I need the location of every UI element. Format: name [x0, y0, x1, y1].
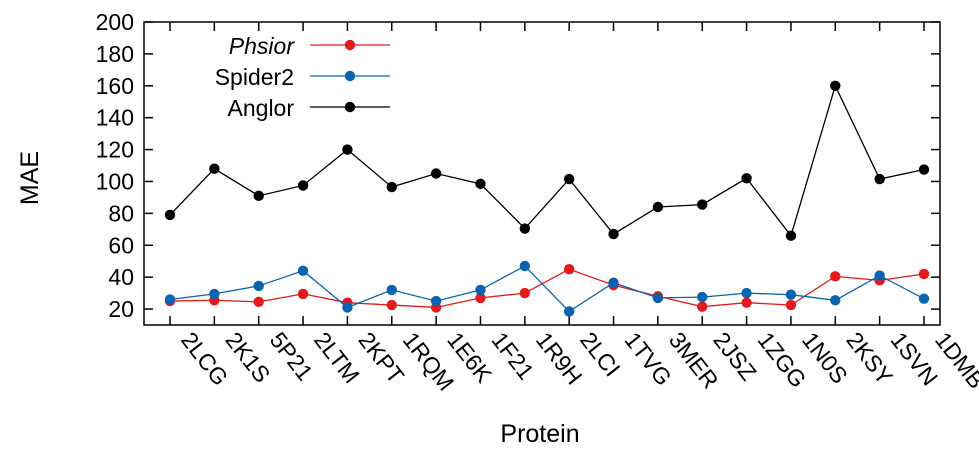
data-point-spider2 [608, 277, 619, 288]
data-point-anglor [209, 163, 220, 174]
data-point-spider2 [519, 260, 531, 272]
y-tick-label: 120 [96, 137, 134, 163]
legend-label-phsior: Phsior [229, 33, 296, 59]
data-point-spider2 [785, 289, 797, 300]
data-point-spider2 [563, 306, 575, 317]
data-point-spider2 [253, 280, 264, 292]
data-point-anglor [342, 144, 353, 155]
data-point-spider2 [475, 284, 486, 296]
legend: Phsior Spider2 Anglor [215, 33, 390, 121]
y-axis-label: MAE [16, 151, 44, 205]
x-tick-label: 5P21 [265, 327, 319, 385]
data-point-spider2 [874, 270, 885, 281]
data-point-anglor [652, 201, 664, 213]
legend-label-spider2: Spider2 [215, 64, 294, 90]
x-tick-label: 1TVG [620, 327, 677, 390]
y-tick-label: 100 [96, 168, 134, 194]
data-point-spider2 [830, 295, 841, 306]
data-point-anglor [874, 173, 885, 185]
data-point-anglor [475, 178, 486, 190]
legend-label-anglor: Anglor [228, 95, 295, 121]
data-point-spider2 [209, 288, 220, 300]
data-point-anglor [697, 199, 708, 210]
legend-marker-phsior [344, 39, 356, 51]
data-point-spider2 [386, 284, 397, 296]
x-tick-label: 1SVN [886, 327, 943, 390]
data-point-anglor [830, 80, 841, 91]
legend-marker-spider2 [344, 70, 356, 82]
x-tick-label: 2LTM [309, 327, 365, 388]
data-point-phsior [741, 297, 752, 308]
data-point-spider2 [297, 265, 309, 276]
legend-marker-anglor [344, 101, 356, 113]
y-tick-label: 80 [108, 200, 134, 226]
data-point-spider2 [741, 287, 752, 299]
y-tick-label: 20 [108, 296, 134, 322]
x-tick-label: 2K1S [220, 327, 275, 387]
data-point-phsior [386, 299, 397, 311]
data-point-anglor [608, 228, 619, 240]
y-axis: 20 40 60 80 100 120 140 160 180 200 [96, 9, 940, 322]
data-point-anglor [164, 209, 176, 221]
series-line-spider2 [169, 265, 925, 313]
data-point-spider2 [430, 295, 442, 307]
y-tick-label: 180 [96, 41, 134, 67]
data-point-anglor [297, 180, 309, 191]
y-tick-label: 140 [96, 105, 134, 131]
x-tick-label: 1DMB [930, 327, 979, 393]
data-point-phsior [297, 288, 309, 300]
data-point-spider2 [918, 293, 930, 304]
series-line-anglor [169, 83, 925, 238]
x-tick-label: 1F21 [487, 327, 540, 384]
data-point-anglor [563, 173, 575, 185]
data-point-anglor [785, 230, 797, 241]
x-axis-label: Protein [500, 420, 579, 448]
x-tick-label: 1ZGG [753, 327, 812, 392]
data-point-phsior [253, 296, 264, 308]
data-point-phsior [563, 263, 575, 275]
data-point-phsior [475, 292, 486, 304]
data-point-phsior [830, 271, 841, 282]
x-tick-label: 2KPT [353, 327, 409, 388]
x-tick-label: 2KSY [841, 327, 898, 389]
plot-frame [143, 21, 941, 326]
y-tick-label: 160 [96, 73, 134, 99]
data-point-anglor [253, 190, 264, 202]
data-point-anglor [741, 173, 752, 184]
data-point-anglor [519, 223, 531, 234]
x-tick-label: 2LCG [176, 327, 233, 390]
data-point-phsior [918, 268, 930, 280]
data-point-spider2 [697, 291, 708, 303]
series-line-phsior [169, 268, 925, 309]
data-point-spider2 [652, 292, 664, 304]
data-point-spider2 [164, 294, 176, 305]
data-point-anglor [918, 164, 930, 175]
data-point-phsior [785, 299, 797, 311]
data-point-spider2 [342, 302, 353, 313]
series-layer [164, 80, 930, 317]
data-point-anglor [430, 168, 442, 179]
x-tick-label: 1R9H [531, 327, 588, 389]
data-point-phsior [697, 301, 708, 312]
data-point-phsior [519, 287, 531, 299]
data-point-anglor [386, 181, 397, 193]
y-tick-label: 200 [96, 9, 134, 35]
y-tick-label: 60 [108, 232, 134, 258]
y-tick-label: 40 [108, 264, 134, 290]
